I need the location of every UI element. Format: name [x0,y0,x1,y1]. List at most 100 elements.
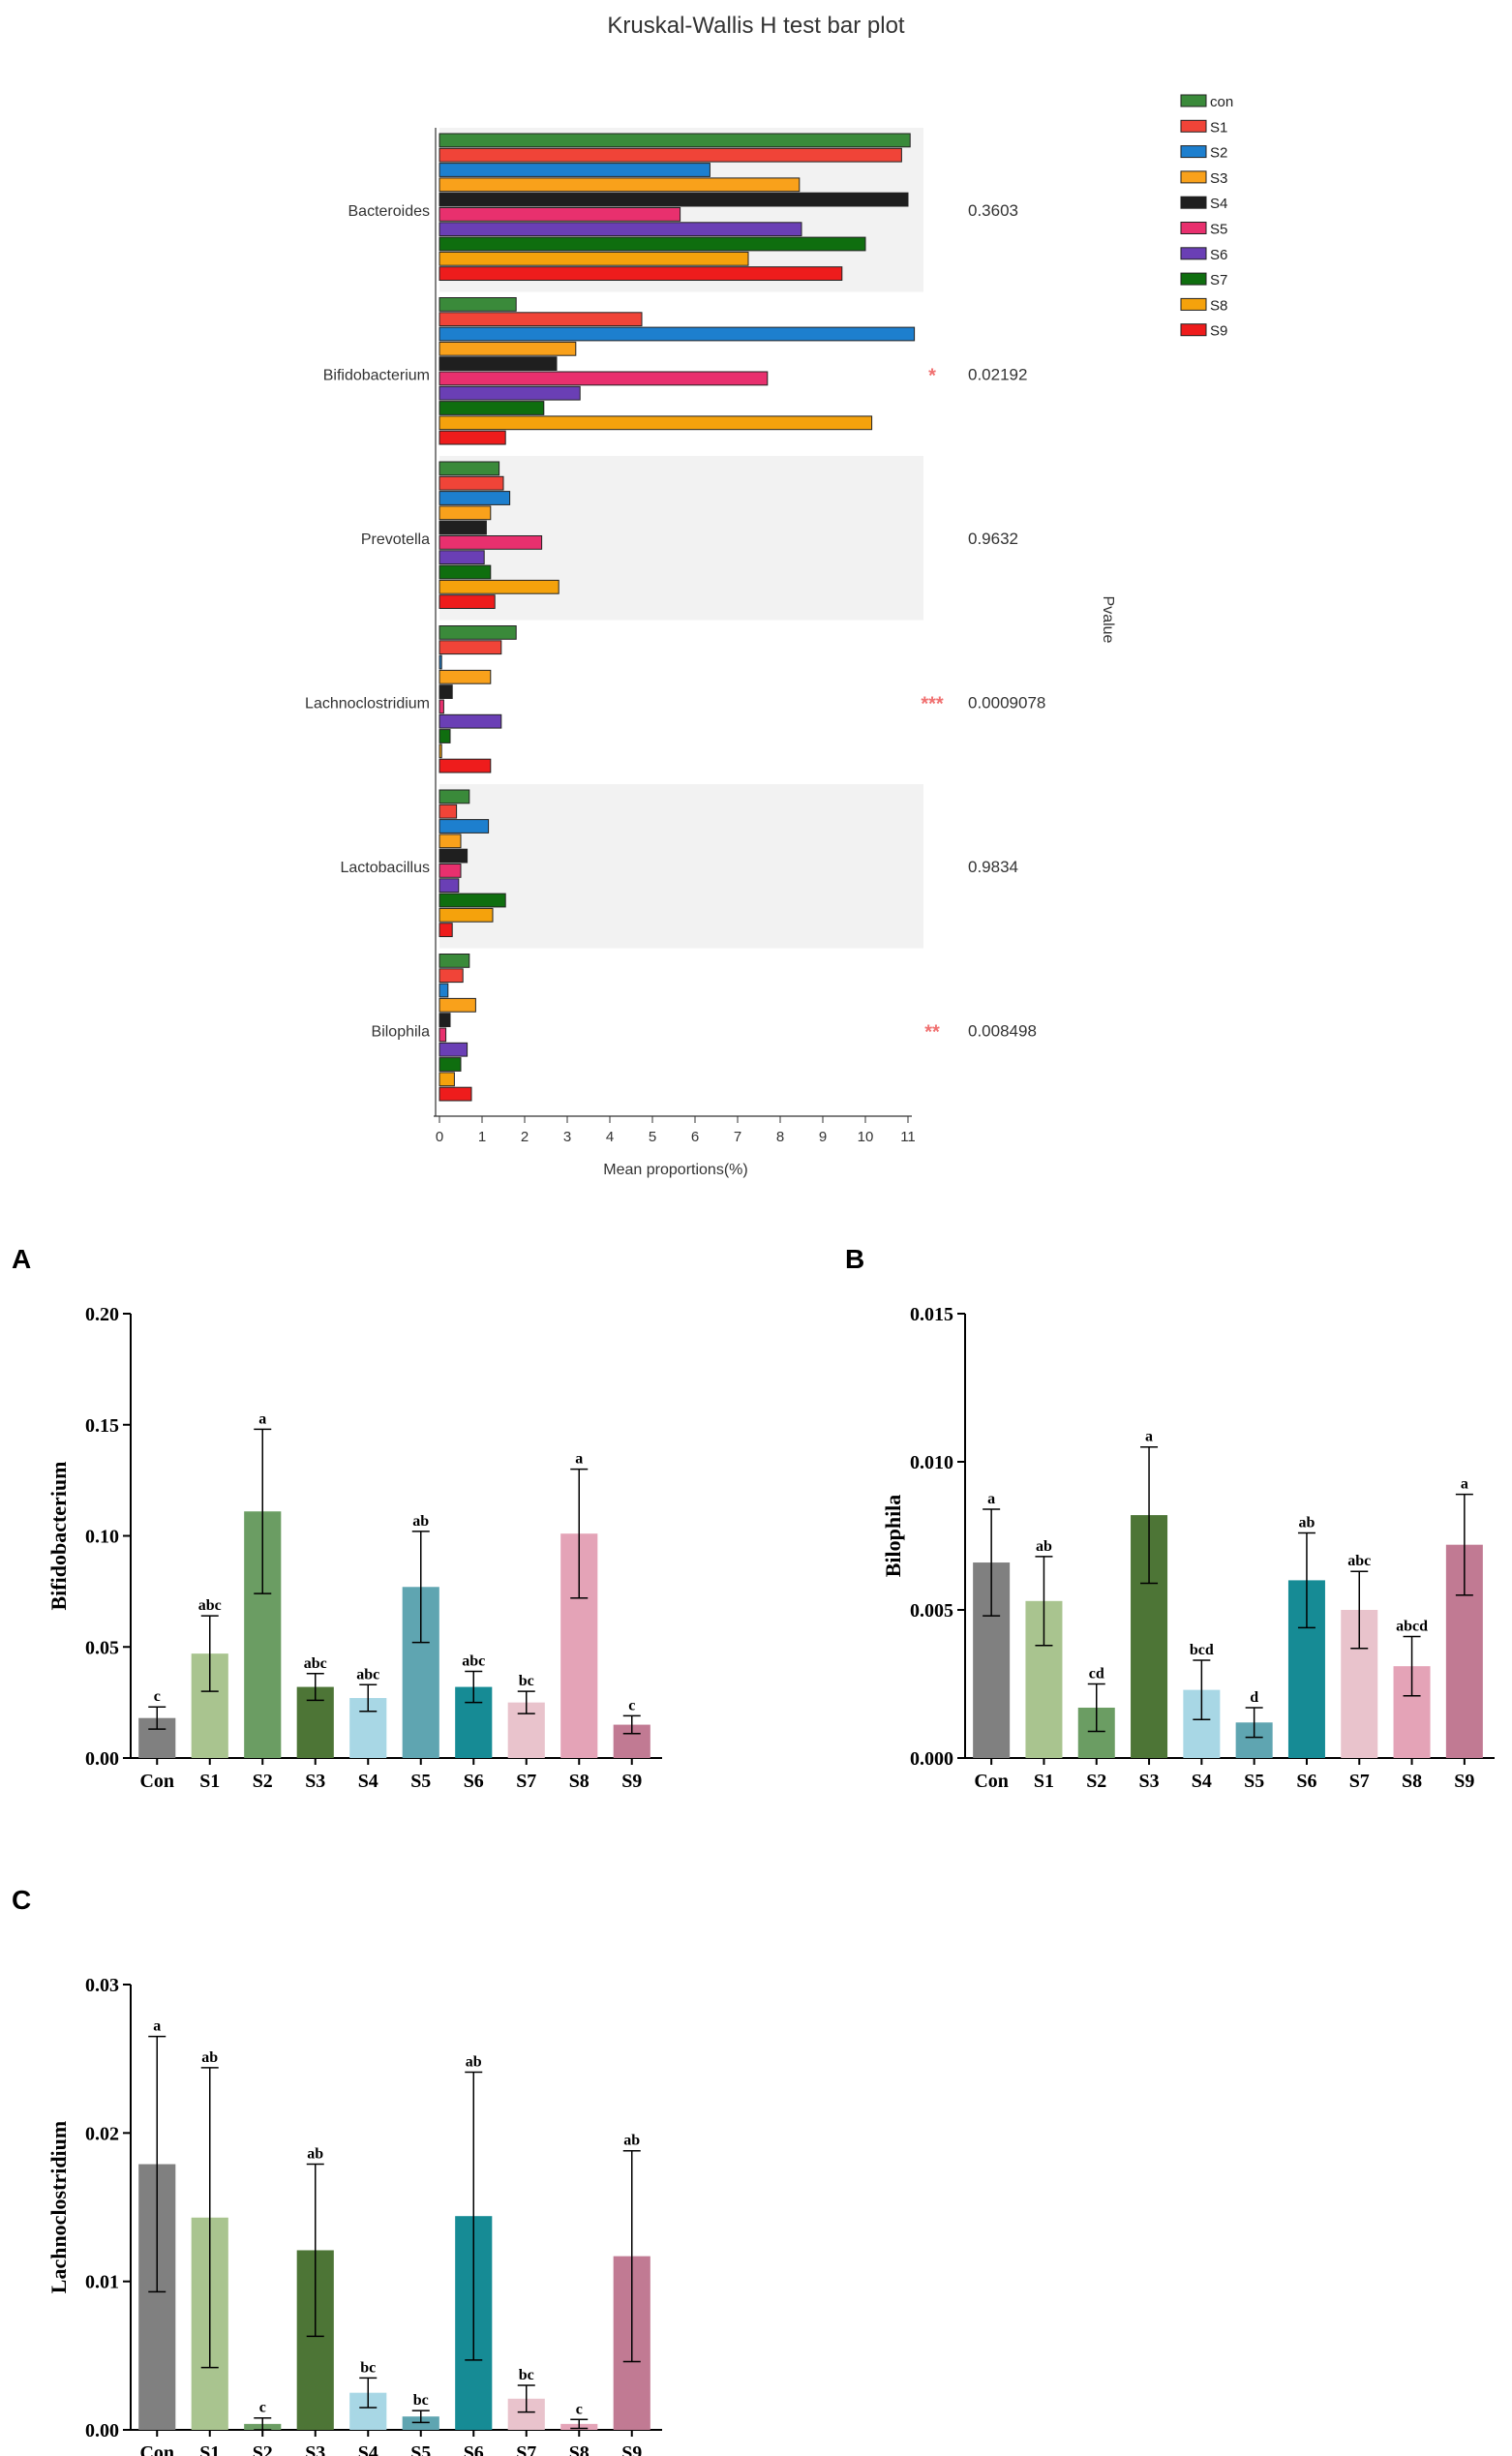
legend-label: S9 [1210,323,1227,340]
bar-s1-lachnoclostridium [438,640,502,655]
x-axis-label: Mean proportions(%) [603,1162,747,1178]
bar-series [438,133,916,1102]
significance-stars: * [928,365,936,386]
bar-s6-prevotella [438,550,485,565]
x-tick-label: Con [139,2442,174,2456]
significance-letter: a [258,1410,266,1427]
y-tick-label: 0.010 [910,1452,953,1473]
bar-s4-lachnoclostridium [438,684,453,700]
significance-letter: bc [519,1673,534,1689]
bar-s2-bilophila [438,983,449,998]
significance-stars: *** [921,693,944,714]
x-tick-label: S5 [410,2442,431,2456]
significance-letter: bc [519,2367,534,2383]
x-tick-label: S5 [1244,1771,1264,1792]
y-tick-label: 0.00 [85,1748,119,1770]
x-tick-label: S9 [1454,1771,1474,1792]
legend-swatch-s7 [1180,272,1207,286]
bar-s1-bifidobacterium [438,312,643,327]
bar-s4-prevotella [438,520,487,535]
x-tick-label: 6 [691,1129,699,1145]
x-tick-label: S6 [464,1771,484,1792]
x-tick-label: S2 [253,1771,273,1792]
x-tick-label: S1 [1034,1771,1054,1792]
legend-swatch-con [1180,94,1207,107]
bar-s7-prevotella [438,564,492,580]
category-label: Bacteroides [348,203,431,220]
bar-s4-bifidobacterium [438,356,558,372]
significance-letter: a [1145,1429,1153,1445]
bar-s1-lactobacillus [438,804,458,819]
bar-s7-bifidobacterium [438,401,545,415]
significance-letter: c [259,2400,266,2416]
legend-label: con [1210,94,1233,110]
x-tick-label: S4 [1192,1771,1212,1792]
x-tick-label: 10 [858,1129,874,1145]
bar-s9-prevotella [438,594,496,610]
legend-swatch-s4 [1180,196,1207,209]
x-tick-label: 7 [734,1129,741,1145]
significance-letter: ab [1298,1514,1315,1531]
significance-letter: abc [304,1655,327,1672]
panel-letter-c: C [12,1885,31,1915]
significance-letter: bcd [1190,1642,1214,1658]
panel-letter-a: A [12,1244,31,1274]
bar-s5-bifidobacterium [438,371,769,386]
bar-s6-lactobacillus [438,878,460,894]
x-tick-label: 0 [436,1129,443,1145]
bar-s8-bilophila [438,1072,455,1087]
legend-label: S1 [1210,119,1227,136]
x-tick-label: S7 [516,1771,536,1792]
panel-b-chart: 0.000 0.005 0.010 0.015 Bilophila a Con ab S1 cd S… [881,1304,1495,1792]
x-tick-label: S8 [569,1771,590,1792]
pvalue-label: 0.02192 [968,365,1027,383]
category-label: Bilophila [372,1023,431,1040]
bar-s5-lactobacillus [438,864,462,878]
bar-s4-bacteroides [438,192,909,207]
x-tick-label: S8 [1402,1771,1422,1792]
pvalue-label: 0.9632 [968,530,1018,548]
significance-letter: abcd [1396,1619,1428,1635]
category-label: Prevotella [361,531,430,548]
significance-letter: abc [462,1652,485,1669]
bar-s4-bilophila [438,1013,451,1027]
significance-letter: a [153,2018,161,2035]
panel-c-chart: 0.00 0.01 0.02 0.03 Lachnoclostridium a Con ab S… [46,1975,662,2456]
significance-stars: ** [924,1021,940,1043]
bar-s6-lachnoclostridium [438,713,502,729]
bar-s3-lachnoclostridium [438,669,492,684]
y-tick-label: 0.10 [85,1527,119,1548]
bar-s9-bilophila [438,1086,472,1102]
significance-letter: ab [307,2146,323,2163]
bar-s2-lachnoclostridium [438,654,442,670]
legend-label: S4 [1210,196,1227,212]
legend-label: S5 [1210,222,1227,238]
pvalue-label: 0.0009078 [968,693,1045,712]
category-label: Bifidobacterium [323,367,430,383]
x-tick-label: 5 [649,1129,656,1145]
bar-s3-prevotella [438,505,492,521]
significance-letter: ab [623,2133,640,2149]
bar-s8-prevotella [438,579,559,594]
bar-s8-lachnoclostridium [438,743,442,759]
x-tick-label: S7 [1349,1771,1370,1792]
x-tick-label: 8 [776,1129,784,1145]
significance-letter: d [1250,1689,1258,1706]
panel-letter-b: B [845,1244,864,1274]
bar-s3-bacteroides [438,177,801,193]
bar-s1-bacteroides [438,147,902,163]
bar-s9-bifidobacterium [438,430,506,445]
x-tick-label: S3 [1138,1771,1159,1792]
bar-con-lactobacillus [438,789,470,804]
bar-s2-prevotella [438,491,511,505]
bar-s8-bacteroides [438,251,749,266]
bar-con-prevotella [438,461,500,476]
x-tick-label: S4 [358,2442,378,2456]
bar-s5 [402,2416,439,2430]
x-tick-label: S2 [253,2442,273,2456]
panel-a-chart: 0.00 0.05 0.10 0.15 0.20 Bifidobacterium c Con a… [46,1304,662,1792]
bar-con-bifidobacterium [438,297,517,312]
x-tick-label: Con [139,1771,174,1792]
y-tick-label: 0.20 [85,1304,119,1325]
